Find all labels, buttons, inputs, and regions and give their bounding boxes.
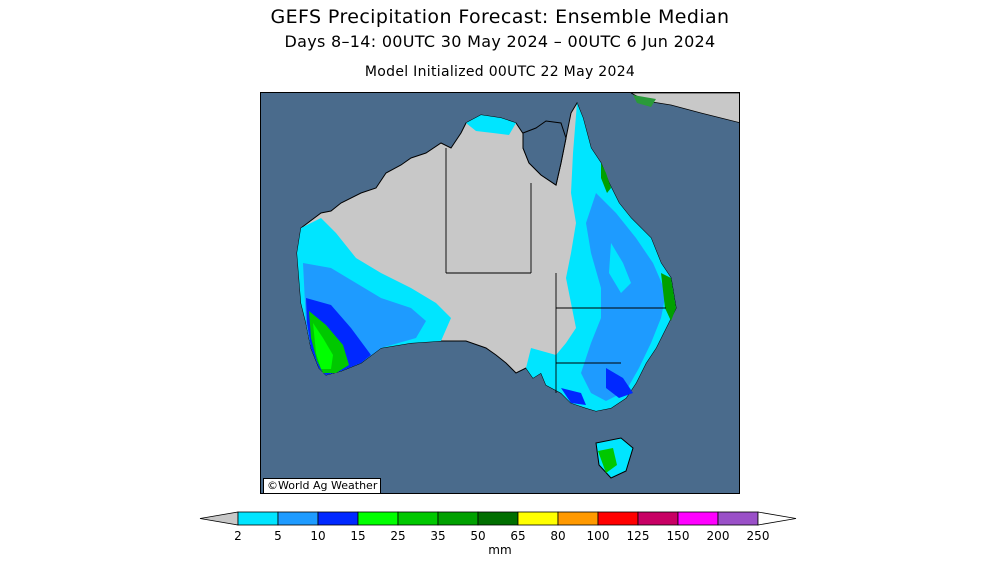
colorbar-swatch (557, 511, 599, 526)
map-credit: ©World Ag Weather (263, 478, 382, 494)
precip-10-15mm-vic (561, 388, 586, 405)
colorbar-swatch (677, 511, 719, 526)
colorbar-units: mm (488, 543, 512, 557)
map-title: GEFS Precipitation Forecast: Ensemble Me… (270, 6, 730, 28)
colorbar-below-arrow (199, 511, 239, 526)
colorbar-tick-label: 2 (234, 529, 242, 543)
colorbar-swatch (317, 511, 359, 526)
precip-2-5mm-east-inner (609, 243, 631, 293)
colorbar-swatch (397, 511, 439, 526)
precip-2-5mm-north (466, 115, 516, 135)
colorbar-tick-label: 100 (587, 529, 610, 543)
colorbar-tick-label: 50 (470, 529, 485, 543)
colorbar-tick-label: 15 (350, 529, 365, 543)
png-green-patch (633, 95, 656, 107)
colorbar-tick-label: 150 (667, 529, 690, 543)
colorbar-tick-label: 250 (747, 529, 770, 543)
precip-colorbar: 2 5 10 15 25 35 50 65 80 100 125 150 200 250 (199, 511, 797, 543)
colorbar-swatch (277, 511, 319, 526)
colorbar-swatch (517, 511, 559, 526)
precip-35-50mm-qld (601, 163, 611, 193)
colorbar-swatch (597, 511, 639, 526)
colorbar-tick-label: 25 (390, 529, 405, 543)
gulf-of-carpentaria (522, 120, 567, 186)
colorbar-tick-label: 125 (627, 529, 650, 543)
state-borders (445, 148, 666, 393)
colorbar-tick-label: 65 (510, 529, 525, 543)
precip-5-10mm-east (581, 193, 666, 401)
colorbar-swatch (357, 511, 399, 526)
colorbar-tick-label: 5 (274, 529, 282, 543)
precip-35-50mm-coast (661, 273, 676, 321)
precip-10-15mm-east (606, 368, 633, 398)
colorbar-tick-label: 35 (430, 529, 445, 543)
colorbar-tick-label: 200 (707, 529, 730, 543)
colorbar-swatch (437, 511, 479, 526)
colorbar-above-arrow (757, 511, 797, 526)
tasmania-green-patch (598, 448, 617, 473)
precip-15-25mm-west (313, 323, 333, 369)
colorbar-swatch (477, 511, 519, 526)
model-init-label: Model Initialized 00UTC 22 May 2024 (364, 64, 636, 80)
colorbar-tick-label: 80 (550, 529, 565, 543)
colorbar-swatch (237, 511, 279, 526)
colorbar-swatch (637, 511, 679, 526)
colorbar-tick-label: 10 (310, 529, 325, 543)
map-subtitle: Days 8–14: 00UTC 30 May 2024 – 00UTC 6 J… (284, 32, 716, 51)
colorbar-swatch (717, 511, 759, 526)
precipitation-map (260, 92, 740, 494)
